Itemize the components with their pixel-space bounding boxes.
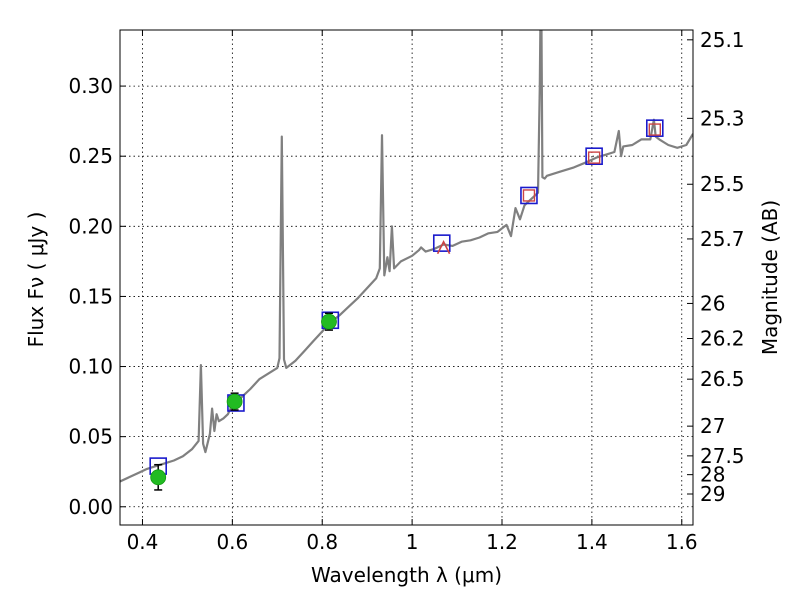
x-tick-label-0: 0.4 bbox=[127, 530, 159, 554]
model-square-blue-4 bbox=[520, 186, 538, 205]
y-tick-label-2: 0.10 bbox=[68, 355, 113, 379]
y-tick-label-6: 0.30 bbox=[68, 74, 113, 98]
mag-tick-label-2: 25.5 bbox=[700, 172, 745, 196]
ticks-layer: 0.4 0.6 0.8 1 1.2 1.4 1.6 0.00 0.05 0.10 0.15 0.20 0… bbox=[68, 28, 744, 554]
observed-point-0 bbox=[150, 469, 167, 486]
x-tick-label-5: 1.4 bbox=[576, 530, 608, 554]
model-square-red-2 bbox=[648, 123, 661, 136]
points-layer bbox=[149, 119, 664, 491]
upper-limit-triangle-0 bbox=[436, 239, 451, 255]
y-tick-label-3: 0.15 bbox=[68, 284, 113, 308]
x-tick-label-1: 0.6 bbox=[216, 530, 248, 554]
mag-tick-label-1: 25.3 bbox=[700, 106, 745, 130]
mag-tick-label-5: 26.2 bbox=[700, 326, 745, 350]
model-square-red-0 bbox=[522, 189, 536, 202]
x-axis-label: Wavelength λ (μm) bbox=[311, 563, 502, 587]
spectrum-line-0 bbox=[120, 30, 693, 483]
magnitude-axis-label: Magnitude (AB) bbox=[758, 200, 782, 355]
model-square-blue-5 bbox=[585, 147, 603, 166]
model-square-red-1 bbox=[587, 151, 601, 164]
mag-tick-label-10: 29 bbox=[700, 482, 725, 506]
y-tick-label-0: 0.00 bbox=[68, 495, 113, 519]
x-tick-label-2: 0.8 bbox=[306, 530, 338, 554]
observed-point-1 bbox=[226, 393, 243, 410]
mag-tick-label-7: 27 bbox=[700, 414, 725, 438]
mag-tick-label-4: 26 bbox=[700, 291, 725, 315]
x-tick-label-4: 1.2 bbox=[486, 530, 518, 554]
y-tick-label-5: 0.25 bbox=[68, 144, 113, 168]
y-axis-label: Flux Fν ( μJy ) bbox=[24, 212, 48, 348]
plot-frame bbox=[119, 29, 694, 526]
observed-point-2 bbox=[321, 313, 337, 330]
y-tick-label-1: 0.05 bbox=[68, 425, 113, 449]
model-square-blue-6 bbox=[645, 119, 664, 137]
mag-tick-label-8: 27.5 bbox=[700, 444, 745, 468]
grid bbox=[120, 30, 693, 525]
x-tick-label-3: 1 bbox=[406, 530, 419, 554]
y-tick-label-4: 0.20 bbox=[68, 214, 113, 238]
mag-tick-label-3: 25.7 bbox=[700, 227, 745, 251]
mag-tick-label-6: 26.5 bbox=[700, 367, 745, 391]
x-tick-label-6: 1.6 bbox=[666, 530, 698, 554]
mag-tick-label-9: 28 bbox=[700, 463, 725, 487]
spectrum-layer bbox=[120, 30, 693, 483]
model-square-blue-3 bbox=[432, 234, 451, 252]
mag-tick-label-0: 25.1 bbox=[700, 28, 745, 52]
